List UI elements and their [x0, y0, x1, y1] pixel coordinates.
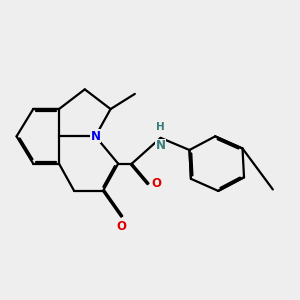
Text: N: N	[156, 140, 166, 152]
Text: O: O	[152, 177, 161, 190]
Text: N: N	[90, 130, 100, 143]
Text: H: H	[156, 122, 165, 132]
Text: O: O	[116, 220, 126, 233]
